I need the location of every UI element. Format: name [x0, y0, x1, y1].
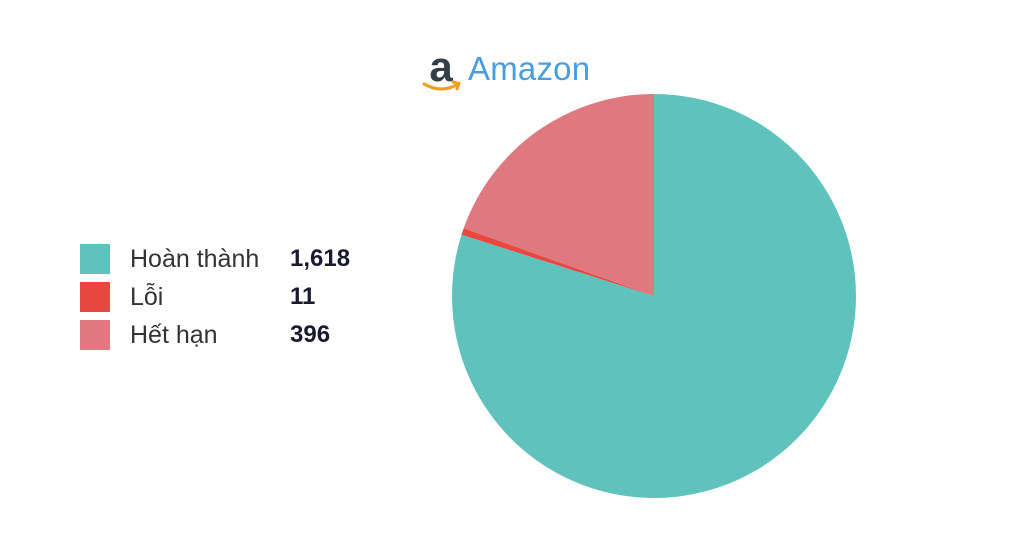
legend-swatch-completed	[80, 244, 110, 274]
pie-slice-error[interactable]	[461, 228, 655, 296]
pie-slice-expired[interactable]	[463, 94, 654, 296]
legend-item-completed[interactable]: Hoàn thành 1,618	[80, 240, 350, 278]
chart-title: a Amazon	[420, 44, 590, 94]
legend-item-expired[interactable]: Hết hạn 396	[80, 316, 350, 354]
amazon-logo-icon: a	[422, 45, 461, 91]
legend-value-error: 11	[290, 283, 316, 310]
legend-label-completed: Hoàn thành	[130, 244, 260, 273]
svg-text:a: a	[429, 45, 453, 90]
legend-value-completed: 1,618	[290, 245, 351, 272]
legend-label-expired: Hết hạn	[130, 320, 218, 349]
legend-label-error: Lỗi	[130, 282, 164, 311]
legend-value-expired: 396	[290, 321, 331, 348]
pie-slice-completed[interactable]	[451, 94, 856, 498]
legend-swatch-expired	[80, 320, 110, 350]
legend-swatch-error	[80, 282, 110, 312]
chart-title-text: Amazon	[468, 50, 591, 87]
legend-item-error[interactable]: Lỗi 11	[80, 278, 350, 316]
chart-legend: Hoàn thành 1,618 Lỗi 11 Hết hạn 396	[80, 240, 350, 354]
